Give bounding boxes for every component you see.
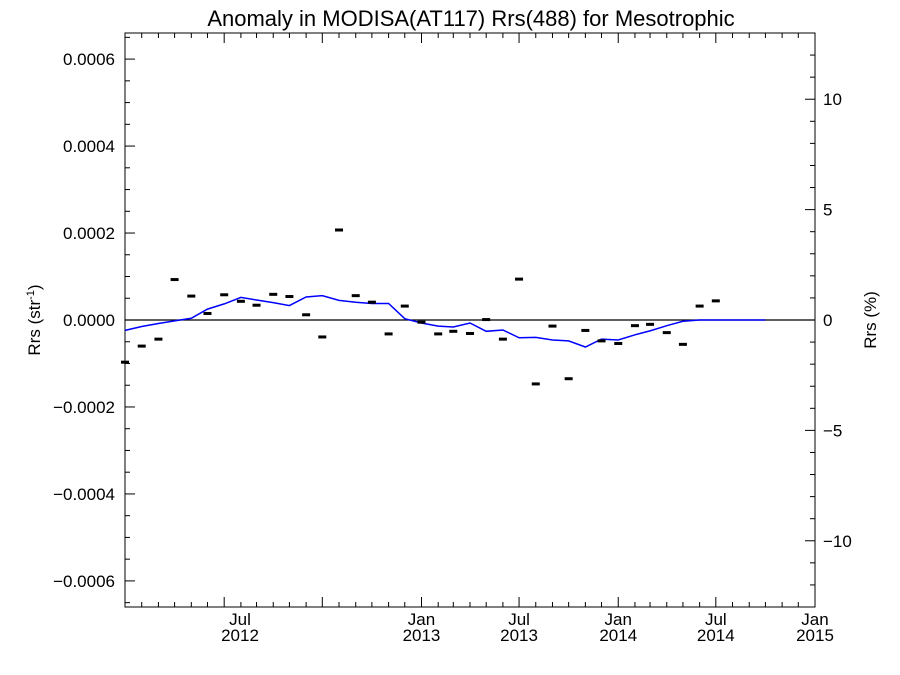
x-tick-year-label: 2012 [221,626,259,645]
y2-axis-title: Rrs (%) [861,291,880,349]
y-tick-label: 0.0006 [63,50,115,69]
data-point-marker [646,322,655,326]
x-tick-month-label: Jul [705,610,727,629]
x-tick-month-label: Jan [801,610,828,629]
data-point-marker [137,344,146,348]
y2-tick-label: −10 [823,532,852,551]
data-point-marker [154,337,163,341]
x-tick-month-label: Jan [408,610,435,629]
x-tick-year-label: 2013 [500,626,538,645]
anomaly-marker-series [121,228,720,386]
data-point-marker [203,311,212,315]
data-point-marker [236,299,245,303]
data-point-marker [498,337,507,341]
x-tick-month-label: Jul [508,610,530,629]
data-point-marker [515,277,524,281]
data-point-marker [417,320,426,324]
x-tick-year-label: 2013 [403,626,441,645]
data-point-marker [581,328,590,332]
data-point-marker [695,304,704,308]
x-tick-year-label: 2014 [599,626,637,645]
data-point-marker [384,332,393,336]
data-point-marker [252,303,261,307]
y-tick-label: 0.0004 [63,137,115,156]
left-y-axis: 0.0006 0.0004 0.0002 0.0000 −0.0002 −0.0004 −0… [53,36,135,604]
data-point-marker [711,299,720,303]
data-point-marker [630,324,639,328]
chart-title: Anomaly in MODISA(AT117) Rrs(488) for Me… [207,6,734,31]
x-tick-month-label: Jan [605,610,632,629]
data-point-marker [564,377,573,381]
data-point-marker [678,342,687,346]
data-point-marker [269,292,278,296]
y-tick-label: −0.0006 [53,572,115,591]
y2-tick-label: 5 [823,201,832,220]
x-tick-month-label: Jul [229,610,251,629]
y-tick-label: 0.0002 [63,224,115,243]
data-point-marker [187,294,196,298]
data-point-marker [482,318,491,322]
data-point-marker [170,278,179,282]
data-point-marker [614,341,623,345]
data-point-marker [121,360,129,364]
data-point-marker [367,300,376,304]
data-point-marker [449,329,458,333]
data-point-marker [434,332,443,336]
y2-tick-label: −5 [823,421,842,440]
data-point-marker [302,313,311,317]
y2-tick-label: 0 [823,311,832,330]
y-axis-title: Rrs (str-1) [25,284,44,355]
anomaly-line-series [124,294,766,348]
data-point-marker [335,228,344,232]
x-tick-year-label: 2015 [796,626,834,645]
y2-tick-label: 10 [823,90,842,109]
data-point-marker [351,294,360,298]
data-point-marker [220,293,229,297]
blue-trend-line [124,294,766,348]
data-point-marker [597,339,606,343]
x-axis: Jul2012Jan2013Jul2013Jan2014Jul2014Jan20… [124,33,834,645]
y-tick-label: −0.0004 [53,485,115,504]
x-tick-year-label: 2014 [697,626,735,645]
y-tick-label: 0.0000 [63,311,115,330]
data-point-marker [531,382,540,386]
data-point-marker [548,324,557,328]
right-y-axis: 10 5 0 −5 −10 [805,54,852,586]
data-point-marker [400,304,409,308]
data-point-marker [466,331,474,335]
data-point-marker [318,335,327,339]
y-tick-label: −0.0002 [53,398,115,417]
data-point-marker [285,295,294,299]
data-point-marker [662,331,671,335]
